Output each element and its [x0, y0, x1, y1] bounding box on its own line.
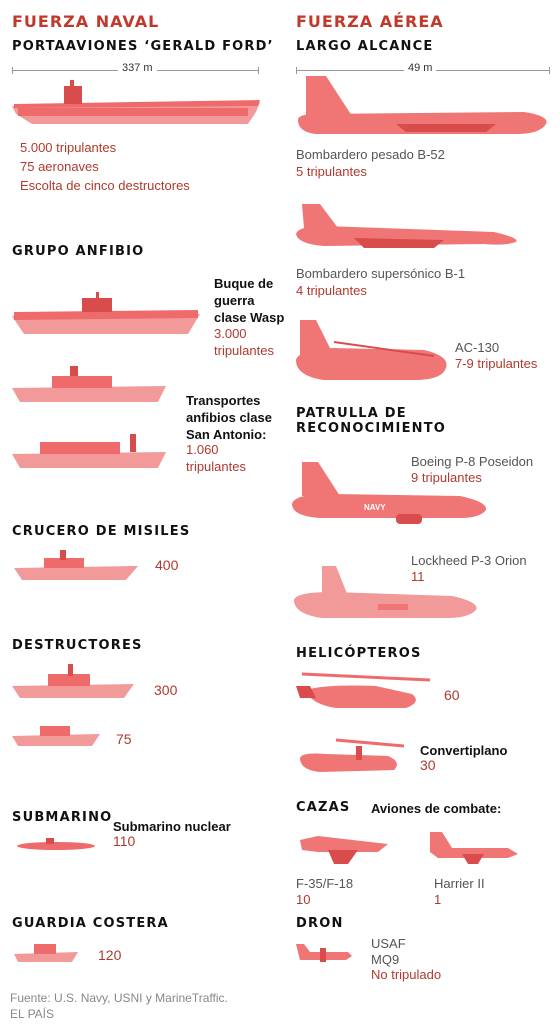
carrier-escort: Escolta de cinco destructores: [20, 178, 190, 193]
wasp-crew-2: tripulantes: [214, 343, 274, 358]
naval-heading: FUERZA NAVAL: [12, 12, 160, 31]
cruiser-ship-icon: [14, 550, 138, 580]
coastguard-ship-icon: [14, 944, 78, 962]
ac130-crew: 7-9 tripulantes: [455, 356, 538, 371]
carrier-aircraft: 75 aeronaves: [20, 159, 99, 174]
harrier-icon: [430, 832, 518, 864]
submarine-crew: 110: [113, 833, 136, 849]
sanantonio-ship-b-icon: [12, 434, 166, 468]
helicopter-crew: 60: [444, 687, 460, 703]
drone-title: DRON: [296, 916, 344, 931]
ac130-label: AC-130: [455, 340, 500, 355]
source-note: Fuente: U.S. Navy, USNI y MarineTraffic.: [10, 991, 228, 1005]
submarine-label: Submarino nuclear: [113, 819, 231, 834]
b52-crew: 5 tripulantes: [296, 164, 367, 179]
wasp-crew-1: 3.000: [214, 326, 247, 341]
f35-icon: [300, 836, 388, 864]
drone-label-2: MQ9: [371, 952, 400, 967]
coastguard-title: GUARDIA COSTERA: [12, 916, 169, 931]
p8-label: Boeing P-8 Poseidon: [411, 454, 534, 469]
ac130-icon: [296, 320, 447, 380]
drone-crew: No tripulado: [371, 967, 442, 982]
p3-orion-icon: [294, 566, 477, 618]
harrier-crew: 1: [434, 892, 442, 907]
b52-bomber-icon: [298, 76, 547, 134]
air-heading: FUERZA AÉREA: [296, 12, 444, 31]
b1-bomber-icon: [296, 204, 517, 248]
cruiser-title: CRUCERO DE MISILES: [12, 524, 191, 539]
wasp-label-2: guerra: [214, 293, 255, 308]
wasp-label-3: clase Wasp: [214, 310, 285, 325]
fighters-title: CAZAS: [296, 800, 351, 815]
carrier-length: 337 m: [118, 62, 157, 74]
sanantonio-crew-1: 1.060: [186, 442, 219, 457]
submarine-icon: [17, 838, 95, 850]
f35-label: F-35/F-18: [296, 876, 354, 891]
outlet-name: EL PAÍS: [10, 1007, 55, 1021]
destroyer-b-crew: 75: [116, 731, 132, 747]
helicopter-icon: [296, 672, 431, 708]
p8-poseidon-icon: [292, 462, 487, 524]
b52-length: 49 m: [404, 62, 437, 74]
tiltrotor-label: Convertiplano: [420, 743, 508, 758]
p3-label: Lockheed P-3 Orion: [411, 553, 527, 568]
p8-crew: 9 tripulantes: [411, 470, 482, 485]
patrol-title: PATRULLA DE RECONOCIMIENTO: [296, 406, 447, 436]
sanantonio-label-3: San Antonio:: [186, 427, 267, 442]
long-range-title: LARGO ALCANCE: [296, 39, 434, 54]
destroyers-title: DESTRUCTORES: [12, 638, 143, 653]
sanantonio-crew-2: tripulantes: [186, 459, 246, 474]
sanantonio-label-1: Transportes: [186, 393, 261, 408]
carrier-title: PORTAAVIONES ‘GERALD FORD’: [12, 39, 274, 54]
cruiser-crew: 400: [155, 557, 179, 573]
b1-crew: 4 tripulantes: [296, 283, 367, 298]
destroyer-b-icon: [12, 726, 100, 746]
coastguard-crew: 120: [98, 947, 122, 963]
harrier-label: Harrier II: [434, 876, 485, 891]
tiltrotor-icon: [300, 738, 405, 772]
b52-label: Bombardero pesado B-52: [296, 147, 445, 162]
submarine-title: SUBMARINO: [12, 810, 113, 825]
helicopters-title: HELICÓPTEROS: [296, 646, 422, 661]
destroyer-a-crew: 300: [154, 682, 178, 698]
carrier-ship-icon: [12, 80, 260, 124]
drone-label-1: USAF: [371, 936, 406, 951]
drone-icon: [296, 944, 352, 962]
tiltrotor-crew: 30: [420, 757, 436, 773]
p8-navy-marking: NAVY: [364, 503, 386, 512]
amphibious-title: GRUPO ANFIBIO: [12, 244, 145, 259]
f35-crew: 10: [296, 892, 311, 907]
wasp-label-1: Buque de: [214, 276, 274, 291]
wasp-ship-icon: [12, 292, 200, 334]
sanantonio-label-2: anfibios clase: [186, 410, 272, 425]
destroyer-a-icon: [12, 664, 134, 698]
fighters-subtitle: Aviones de combate:: [371, 801, 502, 816]
b1-label: Bombardero supersónico B-1: [296, 266, 466, 281]
carrier-crew: 5.000 tripulantes: [20, 140, 117, 155]
p3-crew: 11: [411, 569, 425, 584]
sanantonio-ship-a-icon: [12, 366, 166, 402]
